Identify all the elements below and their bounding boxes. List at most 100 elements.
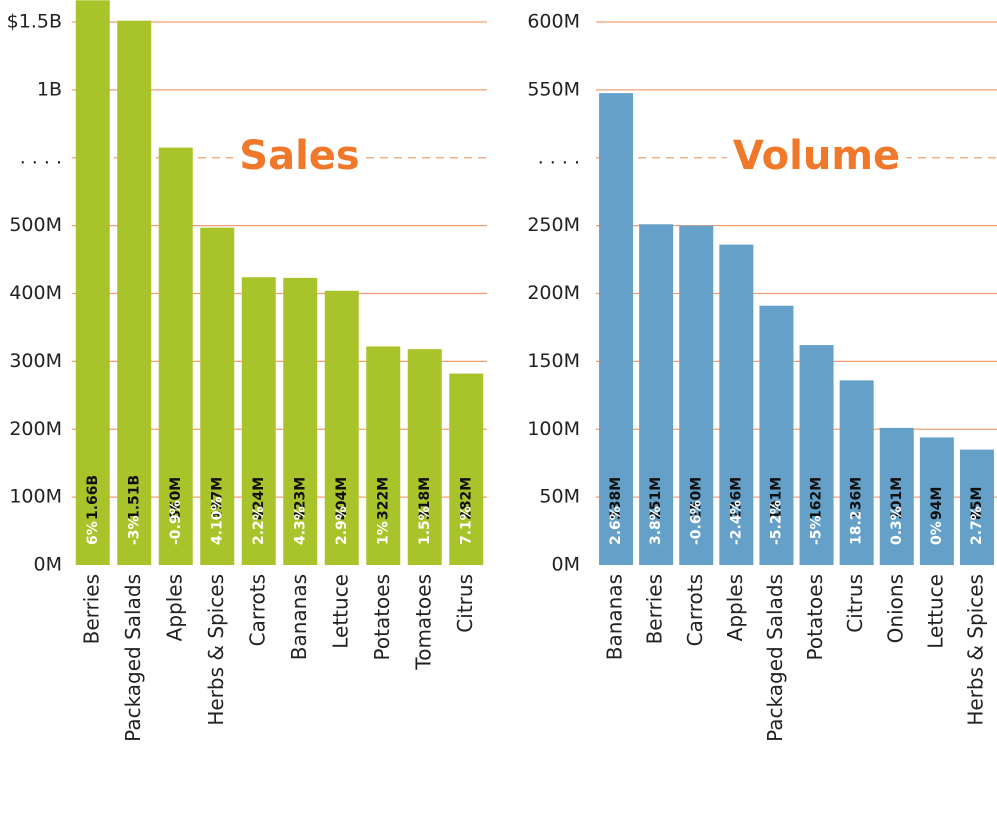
- x-tick-label: Packaged Salads: [763, 574, 787, 742]
- y-tick-label: 300M: [9, 350, 62, 372]
- x-tick-label: Onions: [883, 574, 907, 643]
- value-label: 423M: [292, 477, 308, 520]
- chart-title: Sales: [239, 133, 359, 179]
- y-tick-label: 50M: [539, 486, 580, 508]
- y-tick-label: . . . .: [538, 146, 580, 168]
- title-background: [726, 132, 907, 179]
- change-label: 18.2: [849, 510, 865, 545]
- value-label: 251M: [648, 477, 664, 520]
- x-tick-label: Carrots: [245, 574, 269, 646]
- value-label: 94M: [929, 487, 945, 520]
- value-label: 136M: [849, 477, 865, 520]
- x-tick-label: Packaged Salads: [121, 574, 145, 742]
- change-label: -0.6%: [688, 500, 704, 545]
- y-tick-label: 600M: [527, 11, 580, 33]
- value-label: 191M: [768, 477, 784, 520]
- value-label: 1.66B: [85, 475, 101, 520]
- bar: [117, 20, 152, 565]
- bar: [679, 225, 714, 565]
- bar: [449, 373, 484, 565]
- change-label: 2.7%: [969, 506, 985, 545]
- value-label: 101M: [889, 477, 905, 520]
- value-label: 497M: [209, 477, 225, 520]
- change-label: 2.6%: [608, 506, 624, 545]
- change-label: -3%: [126, 515, 142, 545]
- bar: [919, 437, 954, 565]
- x-tick-label: Herbs & Spices: [204, 574, 228, 726]
- bar: [839, 380, 874, 565]
- x-tick-label: Tomatoes: [411, 574, 435, 671]
- bar: [158, 147, 193, 565]
- change-label: 1.5%: [417, 506, 433, 545]
- bar: [366, 346, 401, 565]
- value-label: 250M: [688, 477, 704, 520]
- title-background: [233, 132, 366, 179]
- value-label: 322M: [375, 477, 391, 520]
- change-label: 2.9%: [334, 506, 350, 545]
- value-label: 1.51B: [126, 475, 142, 520]
- x-tick-label: Citrus: [843, 574, 867, 633]
- bar: [599, 93, 634, 566]
- change-label: 4.3%: [292, 506, 308, 545]
- bar: [959, 449, 994, 565]
- bars: [599, 93, 994, 566]
- chart-title: Volume: [733, 133, 900, 179]
- y-tick-label: 550M: [527, 78, 580, 100]
- value-label: 538M: [608, 477, 624, 520]
- bars: [75, 0, 484, 565]
- x-tick-label: Herbs & Spices: [963, 574, 987, 726]
- x-tick-label: Carrots: [683, 574, 707, 646]
- value-label: 162M: [809, 477, 825, 520]
- bar: [241, 277, 276, 565]
- change-label: 1%: [375, 521, 391, 545]
- change-label: -0.9%: [168, 500, 184, 545]
- change-label: -5%: [809, 515, 825, 545]
- x-tick-label: Bananas: [603, 574, 627, 660]
- change-label: 2.2%: [251, 506, 267, 545]
- bar: [75, 0, 110, 565]
- change-label: -5.2%: [768, 500, 784, 545]
- value-label: 236M: [728, 477, 744, 520]
- bar: [283, 277, 318, 565]
- x-tick-label: Bananas: [287, 574, 311, 660]
- y-tick-label: 200M: [527, 282, 580, 304]
- y-tick-label: 100M: [9, 486, 62, 508]
- y-tick-label: 100M: [527, 418, 580, 440]
- x-tick-label: Lettuce: [328, 574, 352, 649]
- x-tick-label: Berries: [643, 574, 667, 644]
- bar: [799, 345, 834, 565]
- bar: [324, 290, 359, 565]
- y-tick-label: 150M: [527, 350, 580, 372]
- x-tick-label: Potatoes: [803, 574, 827, 660]
- value-label: 660M: [168, 477, 184, 520]
- change-label: 4.10%: [209, 496, 225, 545]
- x-tick-label: Lettuce: [923, 574, 947, 649]
- value-label: 424M: [251, 477, 267, 520]
- x-tick-label: Berries: [79, 574, 103, 644]
- y-tick-label: 500M: [9, 214, 62, 236]
- y-tick-label: 0M: [552, 554, 580, 576]
- change-label: 6%: [85, 521, 101, 545]
- change-label: 0%: [929, 521, 945, 545]
- change-label: 7.1%: [458, 506, 474, 545]
- y-tick-label: 200M: [9, 418, 62, 440]
- value-label: 318M: [417, 477, 433, 520]
- y-tick-label: $1.5B: [7, 11, 62, 33]
- value-label: 282M: [458, 477, 474, 520]
- change-label: -2.4%: [728, 500, 744, 545]
- y-tick-label: 250M: [527, 214, 580, 236]
- value-label: 404M: [334, 477, 350, 520]
- change-label: 3.8%: [648, 506, 664, 545]
- value-label: 85M: [969, 487, 985, 520]
- x-tick-label: Apples: [723, 574, 747, 641]
- bar: [200, 227, 235, 565]
- x-tick-label: Citrus: [453, 574, 477, 633]
- y-tick-label: 400M: [9, 282, 62, 304]
- y-tick-label: 1B: [37, 78, 62, 100]
- x-tick-label: Apples: [162, 574, 186, 641]
- y-tick-label: 0M: [34, 554, 62, 576]
- bar: [759, 305, 794, 565]
- change-label: 0.3%: [889, 506, 905, 545]
